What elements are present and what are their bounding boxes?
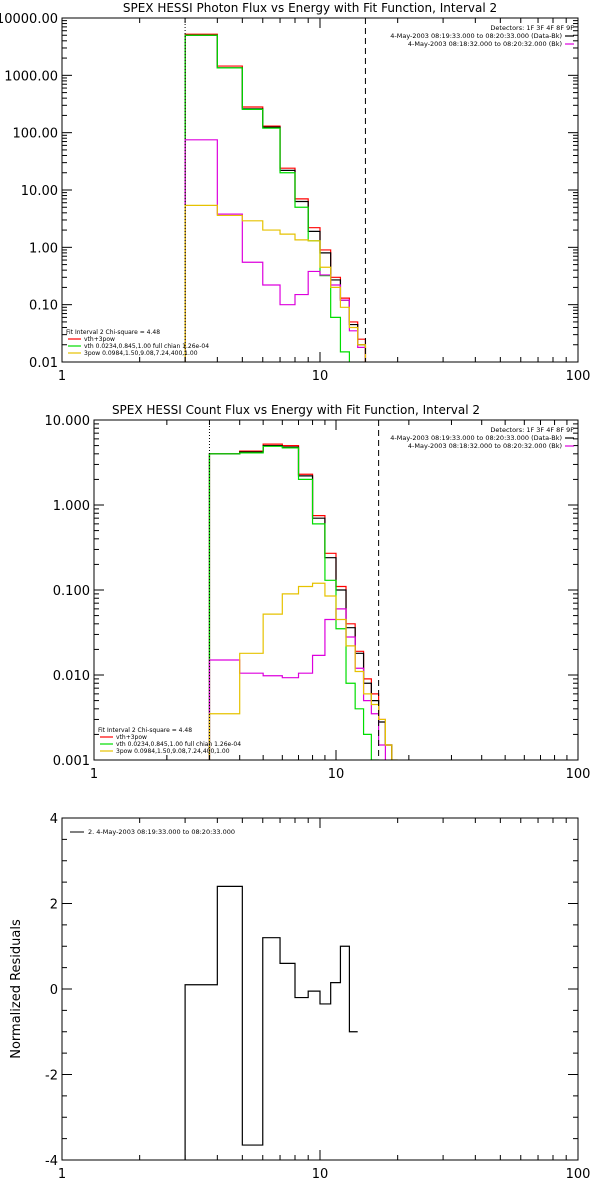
series-line-5 (208, 582, 398, 760)
legend-line-1: Fit Interval 2 Chi-square = 4.48 (66, 329, 160, 336)
y-tick-label: 10.000 (45, 414, 91, 429)
y-tick-label: 0 (50, 983, 58, 998)
y-tick-label: 0.010 (53, 669, 90, 684)
plot-area (184, 33, 387, 362)
y-tick-label: 10.00 (21, 184, 58, 199)
y-tick-label: 0.001 (53, 754, 90, 769)
series-line-5 (184, 204, 387, 362)
legend-line-4: 3pow 0.0984,1.50,9.08,7.24,400,1.00 (84, 350, 198, 357)
chart-title: SPEX HESSI Count Flux vs Energy with Fit… (112, 403, 480, 417)
y-tick-label: 1.000 (53, 499, 90, 514)
series-line-4 (184, 139, 387, 362)
series-line-2 (184, 34, 387, 362)
series-line-1 (208, 443, 399, 760)
plot-frame (61, 17, 579, 363)
info-line-1: Detectors: 1F 3F 4F 8F 9F (490, 426, 574, 434)
plot-frame (61, 817, 579, 1161)
y-tick-label: 2 (50, 898, 58, 913)
legend-line-2: vth+3pow (116, 734, 147, 741)
info-line-1: Detectors: 1F 3F 4F 8F 9F (490, 24, 574, 32)
info-line-2: 4-May-2003 08:19:33.000 to 08:20:33.000 … (390, 434, 562, 442)
series-line-1 (184, 885, 358, 1160)
series-line-3 (208, 445, 399, 760)
y-tick-label: -4 (45, 1154, 58, 1169)
chart-title: SPEX HESSI Photon Flux vs Energy with Fi… (123, 1, 497, 15)
y-tick-label: 1000.00 (4, 69, 58, 84)
y-tick-label: 0.01 (29, 356, 58, 371)
y-tick-label: 1.00 (29, 241, 58, 256)
legend-line-2: vth+3pow (84, 336, 115, 343)
series-line-3 (184, 34, 387, 362)
legend-line-1: Fit Interval 2 Chi-square = 4.48 (98, 727, 192, 734)
info-line-3: 4-May-2003 08:18:32.000 to 08:20:32.000 … (408, 442, 562, 450)
legend-line-4: 3pow 0.0984,1.50,9.08,7.24,400,1.00 (116, 748, 230, 755)
y-tick-label: 4 (50, 812, 58, 827)
x-tick-label: 10 (312, 1167, 329, 1182)
y-tick-label: 0.100 (53, 584, 90, 599)
info-line-3: 4-May-2003 08:18:32.000 to 08:20:32.000 … (408, 40, 562, 48)
y-axis-label: Normalized Residuals (9, 919, 24, 1059)
x-tick-label: 100 (566, 767, 591, 782)
x-tick-label: 1 (90, 767, 98, 782)
plot-area (184, 885, 358, 1160)
x-tick-label: 10 (328, 767, 345, 782)
y-tick-label: -2 (45, 1069, 58, 1084)
x-tick-label: 100 (566, 1167, 591, 1182)
x-tick-label: 100 (566, 369, 591, 384)
info-line-2: 4-May-2003 08:19:33.000 to 08:20:33.000 … (390, 32, 562, 40)
legend-line-1: 2. 4-May-2003 08:19:33.000 to 08:20:33.0… (88, 828, 235, 836)
x-tick-label: 1 (58, 1167, 66, 1182)
y-tick-label: 100.00 (13, 127, 59, 142)
x-tick-label: 1 (58, 369, 66, 384)
legend-line-3: vth 0.0234,0.845,1.00 full chian 1.26e-0… (116, 741, 241, 748)
y-tick-label: 0.10 (29, 299, 58, 314)
chart-panel-1: 1 10 100 0.01 0.10 1.00 10.00 100.00 1000.00 1000… (0, 1, 591, 384)
chart-panel-3: 1 10 100 -4 -2 0 2 4 Normalized Residuals 2. 4-Ma… (9, 812, 590, 1182)
y-tick-label: 10000.00 (0, 12, 58, 27)
series-line-1 (184, 33, 387, 362)
series-line-2 (208, 444, 399, 760)
x-tick-label: 10 (312, 369, 329, 384)
chart-panel-2: 1 10 100 0.001 0.010 0.100 1.000 10.000 SPEX HES… (45, 403, 591, 782)
plot-area (208, 443, 399, 760)
legend-line-3: vth 0.0234,0.845,1.00 full chian 1.26e-0… (84, 343, 209, 350)
